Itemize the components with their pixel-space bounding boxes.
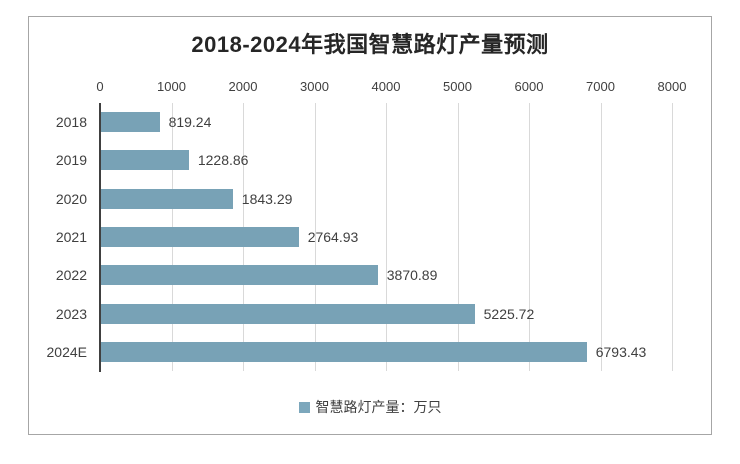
gridline	[457, 103, 459, 371]
legend-label: 智慧路灯产量：万只	[315, 399, 442, 415]
x-axis-tick-label: 0	[96, 79, 104, 94]
x-axis-tick-label: 1000	[157, 79, 186, 94]
gridline	[672, 103, 673, 371]
bar	[101, 112, 160, 133]
bar	[101, 265, 378, 286]
x-axis-tick-label: 8000	[657, 79, 687, 94]
value-label: 1228.86	[197, 152, 249, 169]
gridline	[529, 103, 530, 371]
category-label: 2019	[55, 152, 87, 169]
bar	[101, 150, 189, 171]
value-label: 6793.43	[595, 343, 647, 360]
y-axis-line	[99, 103, 101, 372]
value-label: 819.24	[168, 114, 212, 131]
legend: 智慧路灯产量：万只	[29, 397, 711, 417]
x-axis-tick-label: 7000	[586, 79, 615, 94]
chart-title: 2018-2024年我国智慧路灯产量预测	[191, 32, 549, 57]
value-label: 2764.93	[307, 229, 359, 245]
bar	[101, 227, 299, 247]
category-label: 2024E	[46, 343, 87, 360]
category-label: 2021	[55, 229, 87, 245]
category-label: 2020	[55, 190, 87, 207]
x-axis-tick-label: 5000	[443, 79, 472, 94]
x-axis-tick-label: 2000	[228, 79, 258, 94]
x-axis-tick-label: 6000	[514, 79, 544, 94]
category-label: 2023	[55, 305, 87, 322]
legend-marker-icon	[298, 401, 310, 413]
x-axis-tick-label: 3000	[300, 79, 329, 94]
bar	[101, 188, 233, 209]
category-label: 2018	[55, 114, 87, 131]
gridline	[600, 103, 602, 371]
bar	[101, 303, 475, 324]
value-label: 3870.89	[386, 267, 438, 284]
x-axis-tick-label: 4000	[371, 79, 401, 94]
bar	[101, 341, 587, 362]
gridline	[386, 103, 387, 371]
value-label: 1843.29	[241, 190, 293, 207]
chart-canvas: 2018-2024年我国智慧路灯产量预测 0 1000 2000 3000 4000 50…	[28, 16, 712, 435]
value-label: 5225.72	[483, 305, 535, 322]
category-label: 2022	[55, 267, 87, 284]
gridline	[314, 103, 316, 371]
